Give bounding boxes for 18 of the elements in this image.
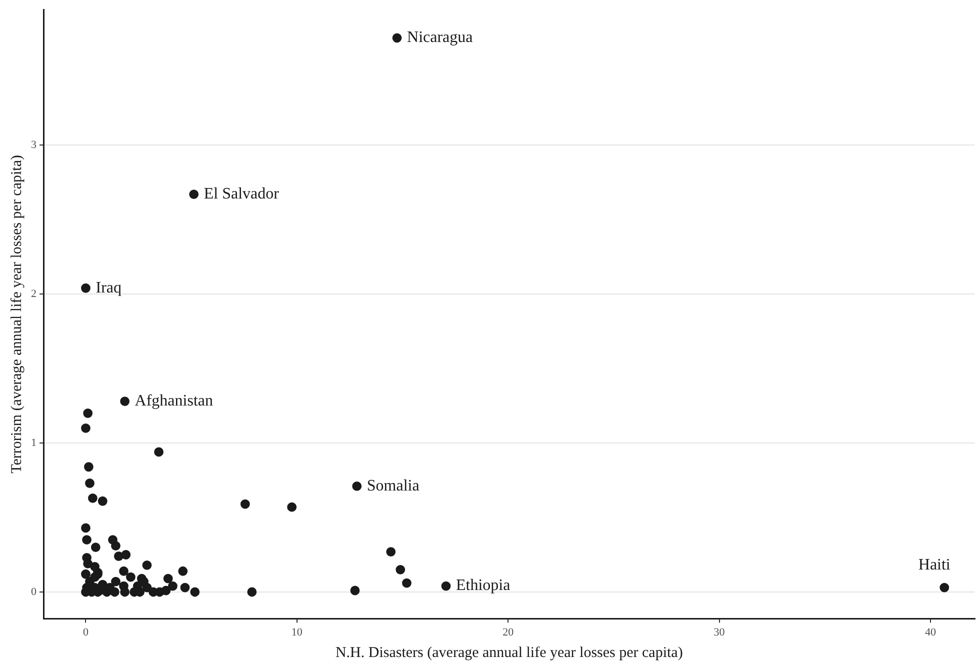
annotation: Iraq — [96, 279, 122, 296]
x-tick-label: 10 — [291, 626, 303, 638]
x-tick-label: 0 — [82, 626, 89, 638]
annotation: Afghanistan — [134, 392, 214, 410]
x-tick-label: 40 — [924, 626, 936, 638]
y-tick-label: 2 — [31, 288, 36, 300]
annotation: El Salvador — [204, 186, 280, 202]
y-tick-label: 1 — [31, 436, 36, 449]
annotation: Ethiopia — [456, 577, 510, 594]
annotation: Haiti — [918, 556, 951, 574]
x-axis-title: N.H. Disasters (average annual life year losses per capita) — [335, 644, 683, 661]
x-tick-label: 30 — [714, 626, 726, 638]
y-axis-title: Terrorism (average annual life year losses per capita) — [8, 155, 25, 474]
annotation: Nicaragua — [407, 29, 473, 46]
y-tick-label: 0 — [31, 586, 37, 598]
x-tick-label: 20 — [502, 626, 514, 638]
annotation: Somalia — [366, 477, 420, 494]
y-tick-label: 3 — [31, 139, 37, 152]
